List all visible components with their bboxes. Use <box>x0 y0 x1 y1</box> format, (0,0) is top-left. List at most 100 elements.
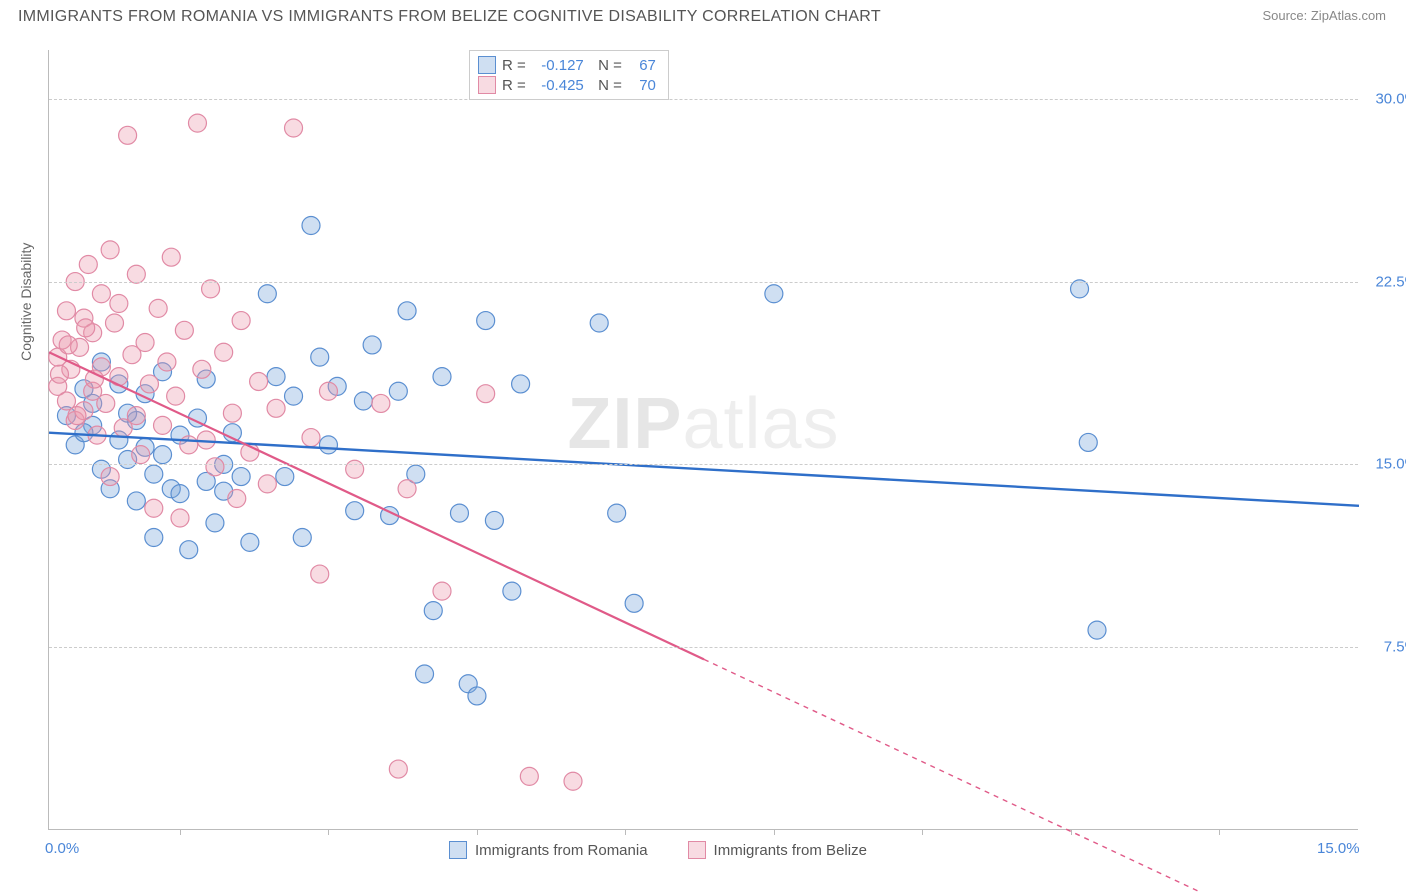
scatter-point <box>215 343 233 361</box>
scatter-point <box>154 416 172 434</box>
stats-row-belize: R = -0.425 N = 70 <box>478 75 656 95</box>
scatter-point <box>346 460 364 478</box>
swatch-romania <box>449 841 467 859</box>
scatter-point <box>450 504 468 522</box>
scatter-point <box>59 336 77 354</box>
title-row: IMMIGRANTS FROM ROMANIA VS IMMIGRANTS FR… <box>0 0 1406 30</box>
scatter-point <box>127 265 145 283</box>
scatter-point <box>276 468 294 486</box>
scatter-point <box>424 602 442 620</box>
scatter-point <box>180 436 198 454</box>
scatter-point <box>468 687 486 705</box>
scatter-point <box>477 312 495 330</box>
scatter-plot-svg <box>49 50 1358 829</box>
x-tick-mark <box>774 829 775 835</box>
scatter-point <box>77 319 95 337</box>
scatter-point <box>101 241 119 259</box>
scatter-point <box>97 394 115 412</box>
chart-title: IMMIGRANTS FROM ROMANIA VS IMMIGRANTS FR… <box>18 8 881 26</box>
scatter-point <box>477 385 495 403</box>
scatter-point <box>188 114 206 132</box>
scatter-point <box>206 514 224 532</box>
legend-item-belize: Immigrants from Belize <box>688 841 867 859</box>
gridline-h <box>49 647 1358 648</box>
stat-n-label: N = <box>590 57 622 74</box>
scatter-point <box>171 509 189 527</box>
scatter-point <box>293 529 311 547</box>
scatter-point <box>590 314 608 332</box>
scatter-point <box>202 280 220 298</box>
stat-n-romania: 67 <box>628 57 656 74</box>
scatter-point <box>110 295 128 313</box>
scatter-point <box>167 387 185 405</box>
x-tick-mark <box>625 829 626 835</box>
scatter-point <box>136 334 154 352</box>
stat-n-belize: 70 <box>628 77 656 94</box>
scatter-point <box>520 767 538 785</box>
x-tick-mark <box>1219 829 1220 835</box>
scatter-point <box>193 360 211 378</box>
y-tick-label: 30.0% <box>1363 90 1406 107</box>
scatter-point <box>389 760 407 778</box>
x-tick-label: 15.0% <box>1317 840 1360 857</box>
x-tick-mark <box>477 829 478 835</box>
swatch-belize <box>688 841 706 859</box>
scatter-point <box>608 504 626 522</box>
scatter-point <box>101 468 119 486</box>
scatter-point <box>119 126 137 144</box>
scatter-point <box>363 336 381 354</box>
scatter-point <box>145 465 163 483</box>
scatter-point <box>50 365 68 383</box>
swatch-belize <box>478 76 496 94</box>
scatter-point <box>372 394 390 412</box>
source-label: Source: ZipAtlas.com <box>1262 8 1386 23</box>
scatter-point <box>228 490 246 508</box>
scatter-point <box>68 407 86 425</box>
stat-n-label: N = <box>590 77 622 94</box>
x-tick-mark <box>180 829 181 835</box>
gridline-h <box>49 99 1358 100</box>
scatter-point <box>398 302 416 320</box>
scatter-point <box>250 373 268 391</box>
y-axis-label: Cognitive Disability <box>18 243 34 361</box>
scatter-point <box>258 285 276 303</box>
x-tick-mark <box>328 829 329 835</box>
scatter-point <box>346 502 364 520</box>
scatter-point <box>354 392 372 410</box>
y-tick-label: 7.5% <box>1363 639 1406 656</box>
scatter-point <box>145 529 163 547</box>
swatch-romania <box>478 56 496 74</box>
scatter-point <box>433 582 451 600</box>
scatter-point <box>485 511 503 529</box>
scatter-point <box>398 480 416 498</box>
x-tick-mark <box>1071 829 1072 835</box>
scatter-point <box>319 436 337 454</box>
scatter-point <box>433 368 451 386</box>
scatter-point <box>241 533 259 551</box>
scatter-point <box>258 475 276 493</box>
scatter-point <box>1088 621 1106 639</box>
stat-r-label: R = <box>502 77 526 94</box>
stat-r-romania: -0.127 <box>532 57 584 74</box>
scatter-point <box>267 368 285 386</box>
scatter-point <box>79 256 97 274</box>
scatter-point <box>503 582 521 600</box>
scatter-point <box>311 348 329 366</box>
scatter-point <box>57 302 75 320</box>
bottom-legend: Immigrants from Romania Immigrants from … <box>449 841 867 859</box>
stat-r-label: R = <box>502 57 526 74</box>
scatter-point <box>302 217 320 235</box>
scatter-point <box>162 248 180 266</box>
legend-label-belize: Immigrants from Belize <box>714 842 867 859</box>
gridline-h <box>49 464 1358 465</box>
scatter-point <box>765 285 783 303</box>
scatter-point <box>158 353 176 371</box>
scatter-point <box>311 565 329 583</box>
scatter-point <box>127 407 145 425</box>
scatter-point <box>285 119 303 137</box>
scatter-point <box>302 429 320 447</box>
scatter-point <box>1079 433 1097 451</box>
scatter-point <box>285 387 303 405</box>
scatter-point <box>267 399 285 417</box>
scatter-point <box>232 312 250 330</box>
